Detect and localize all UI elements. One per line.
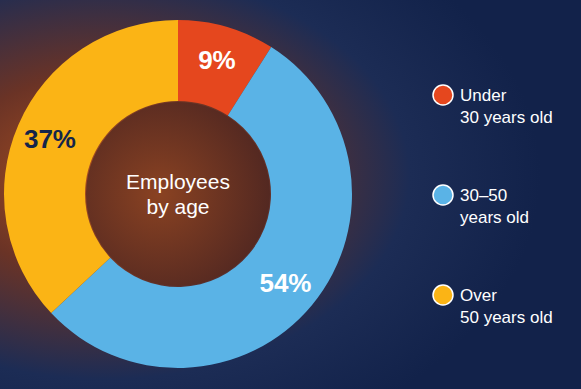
- legend-line: Under: [460, 86, 507, 105]
- data-labels: 9% 54% 37%: [24, 45, 312, 298]
- legend-line: years old: [460, 208, 529, 227]
- legend: Under 30 years old 30–50 years old Over 50 ye…: [433, 85, 553, 327]
- data-label: 37%: [24, 124, 76, 154]
- data-label: 9%: [198, 45, 236, 75]
- background: [0, 0, 581, 389]
- legend-label: 30–50 years old: [460, 186, 529, 227]
- legend-label: Under 30 years old: [460, 86, 553, 127]
- legend-line: 50 years old: [460, 308, 553, 327]
- legend-line: Over: [460, 286, 497, 305]
- chart: 9% 54% 37% Employeesby age Under 30 years old…: [0, 0, 581, 389]
- legend-line: 30–50: [460, 186, 507, 205]
- title-line: by age: [146, 195, 209, 218]
- slices: [4, 20, 352, 368]
- legend-swatch: [433, 85, 453, 105]
- legend-line: 30 years old: [460, 108, 553, 127]
- donut-hole: [86, 102, 270, 286]
- legend-swatch: [433, 285, 453, 305]
- legend-swatch: [433, 185, 453, 205]
- legend-label: Over 50 years old: [460, 286, 553, 327]
- data-label: 54%: [259, 268, 311, 298]
- title: Employeesby age: [126, 170, 230, 218]
- title-line: Employees: [126, 170, 230, 193]
